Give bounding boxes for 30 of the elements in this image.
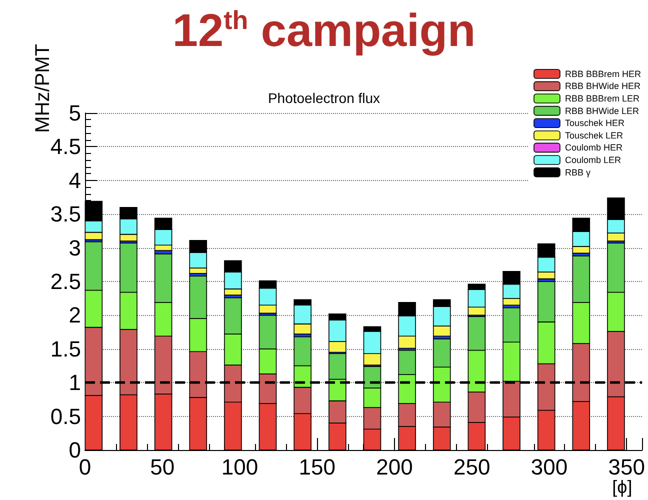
legend-label: RBB γ [564, 167, 591, 178]
chart-subtitle: Photoelectron flux [268, 90, 380, 106]
y-axis-title: MHz/PMT [32, 44, 54, 133]
y-tick-label: 3.5 [50, 202, 81, 227]
y-tick-label: 1 [68, 370, 81, 396]
y-tick-label: 0 [68, 438, 81, 462]
legend-label: RBB BBBrem HER [564, 68, 642, 79]
x-tick-label: 50 [150, 454, 175, 480]
y-tick-label: 2 [68, 302, 81, 328]
y-tick-label: 3 [68, 235, 81, 260]
x-tick-label: 150 [298, 454, 336, 480]
legend-label: Coulomb LER [564, 155, 622, 165]
x-tick-label: 300 [530, 454, 568, 480]
x-tick-label: 250 [454, 454, 490, 480]
legend-label: RBB BHWide HER [564, 81, 641, 92]
legend-label: Coulomb HER [564, 142, 624, 153]
y-tick-label: 5 [68, 100, 81, 126]
x-tick-label: 350 [608, 454, 646, 480]
y-tick-label: 1.5 [50, 336, 81, 362]
legend-label: Touschek HER [564, 118, 626, 128]
y-tick-label: 4.5 [50, 134, 81, 160]
y-tick-label: 4 [68, 168, 81, 193]
legend-label: RBB BBBrem LER [564, 94, 640, 104]
x-tick-label: 100 [221, 454, 258, 480]
y-tick-label: 2.5 [50, 269, 81, 294]
x-axis-title: [ϕ] [612, 477, 632, 497]
y-tick-label: 0.5 [50, 404, 81, 429]
x-tick-label: 200 [376, 454, 413, 480]
legend-label: Touschek LER [564, 130, 624, 140]
legend-label: RBB BHWide LER [564, 106, 640, 116]
